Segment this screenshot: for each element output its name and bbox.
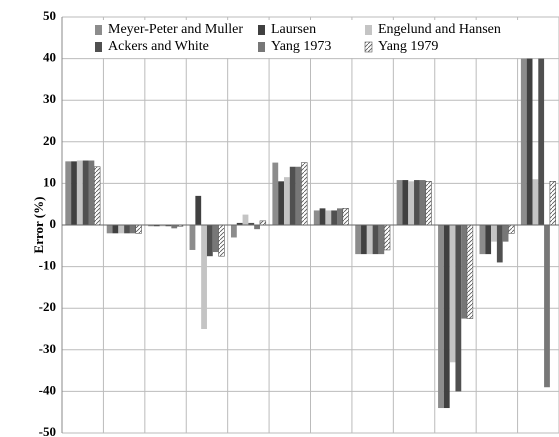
y-tick-label: -50	[39, 424, 56, 437]
bar	[466, 224, 474, 319]
y-tick-label: 20	[43, 133, 56, 148]
legend-swatch	[95, 42, 102, 52]
bar	[272, 162, 279, 225]
bar	[337, 208, 343, 225]
bar	[502, 225, 509, 242]
y-tick-label: -30	[39, 341, 56, 356]
bar	[461, 225, 468, 319]
bar	[76, 160, 83, 225]
bar	[319, 208, 326, 225]
bar	[438, 225, 444, 409]
legend-label: Engelund and Hansen	[378, 22, 501, 37]
bar	[383, 224, 391, 251]
bar	[283, 177, 290, 225]
bar	[153, 225, 160, 227]
bar	[355, 225, 362, 255]
y-axis-label: Error (%)	[31, 197, 46, 254]
bar	[508, 224, 515, 234]
bar	[378, 225, 385, 255]
bar	[479, 225, 486, 255]
bar	[129, 225, 136, 234]
bar	[396, 180, 403, 225]
bar	[259, 220, 267, 226]
bar	[414, 180, 420, 225]
bar	[325, 210, 332, 225]
bar	[94, 166, 101, 226]
legend-label: Yang 1979	[378, 39, 438, 54]
bar	[254, 225, 260, 230]
bar	[112, 225, 119, 234]
bar	[419, 180, 426, 225]
bar	[212, 225, 219, 253]
bar	[372, 225, 379, 255]
bar	[544, 225, 550, 388]
bar	[425, 181, 432, 226]
bar	[366, 225, 373, 255]
bar	[206, 225, 213, 257]
bar	[532, 179, 539, 225]
bar	[496, 225, 503, 263]
bar	[171, 225, 178, 229]
bar	[65, 161, 72, 225]
y-tick-label: -40	[39, 382, 56, 397]
bar	[71, 161, 77, 225]
bar	[289, 166, 296, 225]
bar	[526, 58, 533, 225]
y-tick-label: -10	[39, 258, 56, 273]
bar	[124, 225, 130, 234]
bar	[106, 225, 113, 234]
bar	[218, 224, 225, 257]
bar	[361, 225, 367, 255]
bar	[342, 208, 349, 226]
bar	[118, 225, 125, 234]
bar	[148, 225, 154, 227]
y-tick-label: 30	[43, 91, 56, 106]
bar	[549, 181, 556, 226]
y-tick-label: 40	[43, 50, 56, 65]
y-tick-label: -20	[39, 299, 56, 314]
legend-swatch	[95, 25, 102, 35]
bar	[402, 180, 409, 225]
bar	[408, 181, 415, 225]
bar	[520, 58, 527, 225]
y-tick-label: 50	[43, 8, 56, 23]
bar	[455, 225, 462, 392]
bar	[165, 225, 172, 227]
bar	[201, 225, 207, 329]
bar	[242, 214, 249, 225]
legend-swatch	[364, 41, 373, 53]
legend-swatch	[258, 42, 265, 52]
bar	[491, 225, 497, 242]
legend-swatch	[258, 25, 265, 35]
legend-label: Yang 1973	[271, 39, 331, 54]
legend-swatch	[365, 25, 372, 35]
legend-label: Laursen	[271, 22, 316, 37]
bar	[443, 225, 450, 409]
bar	[295, 166, 302, 225]
bar	[195, 195, 202, 225]
bar	[301, 162, 308, 226]
bar	[236, 222, 243, 225]
bar	[248, 222, 255, 225]
bar	[538, 58, 545, 225]
bar	[159, 225, 166, 227]
bar	[135, 224, 142, 234]
legend-label: Meyer-Peter and Muller	[108, 22, 243, 37]
legend-label: Ackers and White	[108, 39, 209, 54]
y-tick-label: 10	[43, 174, 56, 189]
bar	[189, 225, 196, 250]
bar	[230, 225, 237, 238]
y-tick-label: 0	[50, 216, 57, 231]
bar	[449, 225, 456, 363]
bar	[88, 160, 95, 225]
legend-box	[88, 20, 528, 58]
bar	[82, 160, 89, 225]
bar	[313, 210, 320, 225]
bar	[278, 181, 284, 225]
bar	[331, 210, 338, 225]
bar	[485, 225, 492, 255]
